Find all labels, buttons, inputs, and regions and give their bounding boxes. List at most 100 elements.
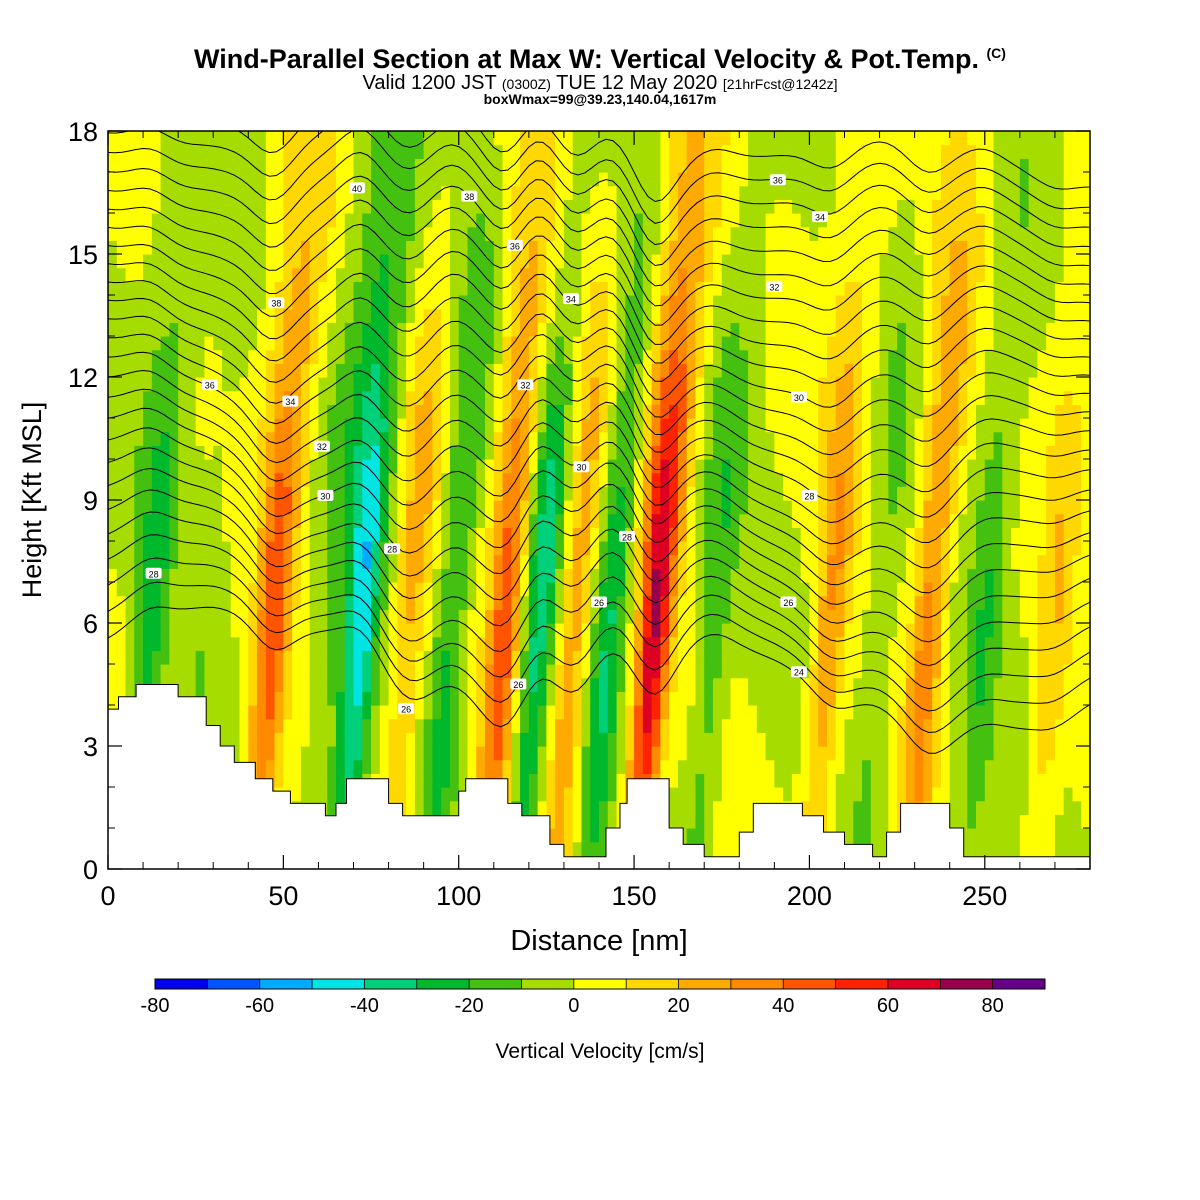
velocity-cell — [616, 199, 626, 214]
velocity-cell — [204, 404, 214, 419]
velocity-cell — [441, 773, 451, 788]
velocity-cell — [362, 582, 372, 597]
velocity-cell — [300, 650, 311, 665]
velocity-cell — [546, 554, 556, 569]
velocity-cell — [406, 650, 416, 665]
velocity-cell — [213, 705, 223, 720]
velocity-cell — [406, 445, 416, 460]
velocity-cell — [300, 254, 311, 269]
velocity-cell — [774, 308, 784, 323]
velocity-cell — [160, 664, 170, 679]
velocity-cell — [125, 281, 135, 296]
velocity-cell — [634, 445, 644, 460]
velocity-cell — [458, 349, 469, 364]
velocity-cell — [809, 800, 819, 815]
velocity-cell — [169, 582, 179, 597]
velocity-cell — [835, 664, 846, 679]
velocity-cell — [458, 568, 469, 583]
velocity-cell — [371, 172, 381, 187]
velocity-cell — [651, 623, 661, 638]
velocity-cell — [335, 226, 346, 241]
velocity-cell — [905, 404, 916, 419]
velocity-cell — [467, 705, 477, 720]
velocity-cell — [870, 199, 881, 214]
velocity-cell — [563, 568, 574, 583]
velocity-cell — [449, 568, 460, 583]
velocity-cell — [283, 213, 293, 228]
velocity-cell — [309, 664, 320, 679]
velocity-cell — [905, 650, 916, 665]
velocity-cell — [791, 185, 802, 200]
velocity-cell — [178, 308, 188, 323]
velocity-cell — [239, 431, 249, 446]
velocity-cell — [555, 267, 565, 282]
velocity-cell — [546, 404, 556, 419]
velocity-cell — [371, 390, 381, 405]
velocity-cell — [870, 568, 881, 583]
velocity-cell — [791, 746, 802, 761]
velocity-cell — [213, 595, 223, 610]
velocity-cell — [835, 445, 846, 460]
velocity-cell — [765, 568, 775, 583]
velocity-cell — [914, 691, 925, 706]
velocity-cell — [704, 841, 714, 856]
velocity-cell — [493, 363, 504, 378]
velocity-cell — [748, 445, 758, 460]
velocity-cell — [546, 732, 556, 747]
velocity-cell — [748, 732, 758, 747]
velocity-cell — [897, 322, 907, 337]
velocity-cell — [599, 800, 609, 815]
velocity-cell — [730, 472, 740, 487]
velocity-cell — [485, 595, 495, 610]
velocity-cell — [844, 459, 854, 474]
velocity-cell — [248, 404, 258, 419]
velocity-cell — [853, 554, 863, 569]
velocity-cell — [905, 322, 916, 337]
velocity-cell — [686, 431, 697, 446]
velocity-cell — [774, 295, 784, 310]
velocity-cell — [730, 787, 740, 802]
velocity-cell — [178, 431, 188, 446]
velocity-cell — [108, 582, 118, 597]
velocity-cell — [520, 800, 530, 815]
velocity-cell — [213, 281, 223, 296]
velocity-cell — [563, 377, 574, 392]
velocity-cell — [555, 486, 565, 501]
velocity-cell — [160, 568, 170, 583]
velocity-cell — [704, 677, 714, 692]
velocity-cell — [563, 486, 574, 501]
box-wmax-info: boxWmax=99@39.23,140.04,1617m — [483, 91, 717, 107]
velocity-cell — [721, 541, 732, 556]
velocity-cell — [826, 445, 837, 460]
velocity-cell — [160, 445, 170, 460]
velocity-cell — [546, 363, 556, 378]
velocity-cell — [274, 732, 284, 747]
velocity-cell — [677, 308, 688, 323]
velocity-cell — [362, 377, 372, 392]
velocity-cell — [108, 486, 118, 501]
velocity-cell — [371, 746, 381, 761]
velocity-cell — [844, 254, 854, 269]
velocity-cell — [397, 527, 407, 542]
velocity-cell — [879, 609, 889, 624]
velocity-cell — [406, 144, 416, 159]
velocity-cell — [704, 404, 714, 419]
velocity-cell — [651, 677, 661, 692]
velocity-cell — [274, 759, 284, 774]
velocity-cell — [704, 705, 714, 720]
velocity-cell — [870, 841, 881, 856]
velocity-cell — [695, 240, 705, 255]
velocity-cell — [248, 418, 258, 433]
velocity-cell — [826, 213, 837, 228]
velocity-cell — [178, 677, 188, 692]
velocity-cell — [756, 527, 767, 542]
velocity-cell — [590, 568, 600, 583]
velocity-cell — [572, 732, 583, 747]
velocity-cell — [248, 185, 258, 200]
velocity-cell — [704, 281, 714, 296]
velocity-cell — [283, 718, 293, 733]
velocity-cell — [897, 445, 907, 460]
velocity-cell — [897, 131, 907, 146]
velocity-cell — [677, 500, 688, 515]
velocity-cell — [528, 623, 539, 638]
